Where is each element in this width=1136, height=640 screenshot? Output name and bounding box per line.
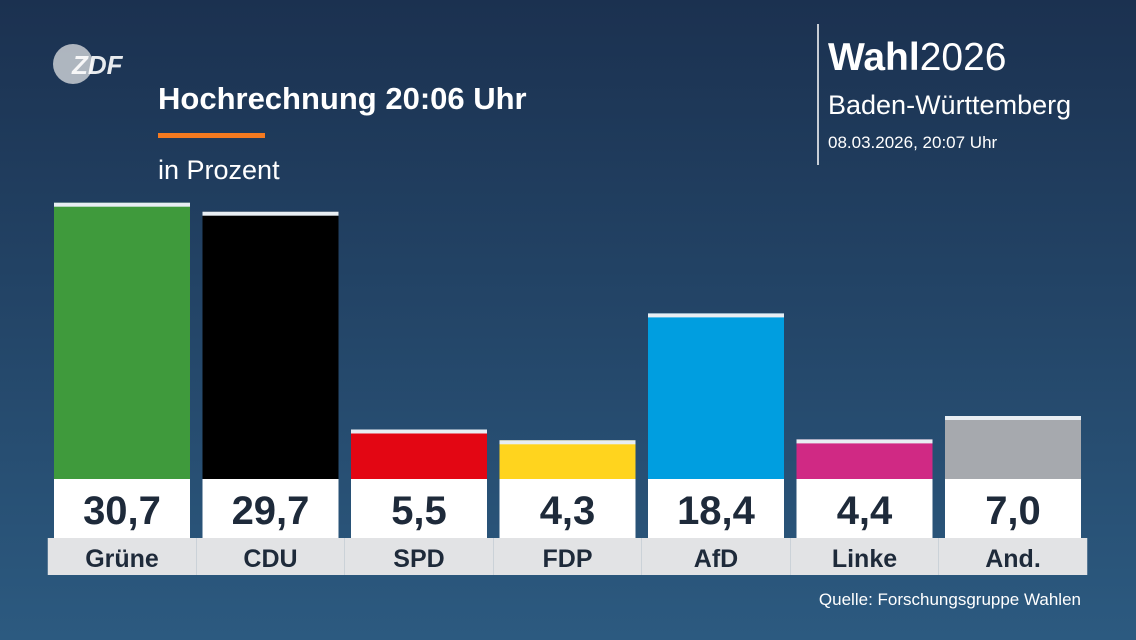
value-label: 29,7 xyxy=(232,489,310,533)
logo: ZDF xyxy=(71,50,124,80)
value-box xyxy=(351,479,487,538)
chart-title: Hochrechnung 20:06 Uhr xyxy=(158,81,527,116)
bar xyxy=(54,202,190,479)
bar xyxy=(202,211,339,479)
subtitle: in Prozent xyxy=(158,155,280,185)
x-tick-label: And. xyxy=(985,545,1041,573)
x-tick-label: SPD xyxy=(393,545,444,573)
bar xyxy=(648,313,784,479)
value-label: 5,5 xyxy=(391,489,447,533)
x-tick-label: FDP xyxy=(543,545,593,573)
bar-cap xyxy=(202,211,339,216)
bar-cap xyxy=(499,440,636,445)
bar xyxy=(796,439,933,479)
region: Baden-Württemberg xyxy=(828,90,1071,120)
logo-circle xyxy=(53,44,93,84)
bar-cap xyxy=(945,416,1081,420)
x-tick-label: AfD xyxy=(694,545,738,573)
value-box xyxy=(945,479,1081,538)
timestamp: 08.03.2026, 20:07 Uhr xyxy=(828,133,998,152)
label-band xyxy=(344,538,494,575)
brand-year: 2026 xyxy=(920,36,1007,79)
value-box xyxy=(796,479,933,538)
bar-cap xyxy=(648,313,784,318)
value-box xyxy=(648,479,784,538)
bar xyxy=(945,416,1081,479)
brand: Wahl2026 xyxy=(828,36,1006,79)
title-underline xyxy=(158,133,265,138)
label-band xyxy=(641,538,791,575)
label-band xyxy=(47,538,197,575)
bar-cap xyxy=(796,439,933,444)
label-band xyxy=(493,538,642,575)
bar-cap xyxy=(351,429,487,434)
source: Quelle: Forschungsgruppe Wahlen xyxy=(819,590,1081,609)
brand-bold: Wahl xyxy=(828,36,920,79)
label-band xyxy=(938,538,1088,575)
value-box xyxy=(202,479,339,538)
x-tick-label: CDU xyxy=(243,545,297,573)
value-label: 4,4 xyxy=(837,489,893,533)
value-label: 30,7 xyxy=(83,489,161,533)
value-label: 7,0 xyxy=(985,489,1041,533)
label-band xyxy=(790,538,939,575)
bar xyxy=(351,429,487,479)
value-box xyxy=(499,479,636,538)
bar xyxy=(499,440,636,479)
x-tick-label: Grüne xyxy=(85,545,159,573)
value-box xyxy=(54,479,190,538)
label-band xyxy=(196,538,345,575)
value-label: 18,4 xyxy=(677,489,756,533)
x-tick-label: Linke xyxy=(832,545,897,573)
bar-cap xyxy=(54,202,190,207)
value-label: 4,3 xyxy=(540,489,596,533)
